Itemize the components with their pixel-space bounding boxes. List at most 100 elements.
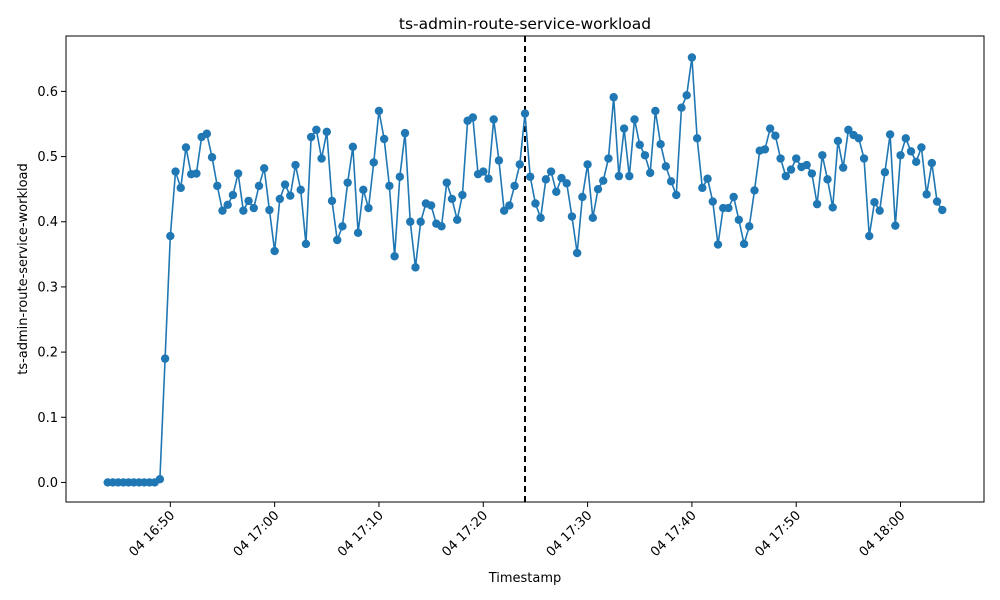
data-point: [713, 240, 723, 249]
data-point: [572, 248, 582, 258]
data-point: [885, 130, 895, 139]
data-point: [458, 190, 467, 200]
data-point: [687, 53, 697, 62]
data-point: [207, 153, 217, 162]
data-point: [385, 181, 394, 191]
y-axis-label: ts-admin-route-service-workload: [16, 163, 31, 375]
data-point: [239, 206, 248, 215]
data-point: [792, 154, 801, 163]
data-point: [745, 222, 754, 231]
data-point: [760, 145, 770, 154]
data-point: [265, 205, 274, 215]
data-point: [932, 197, 942, 206]
data-point: [202, 129, 212, 138]
data-point: [917, 143, 926, 152]
data-point: [583, 160, 592, 169]
data-point: [301, 239, 311, 249]
data-point: [249, 203, 258, 213]
data-point: [640, 151, 650, 160]
data-point: [708, 197, 717, 206]
data-point: [223, 200, 232, 209]
data-point: [270, 246, 279, 256]
data-point: [578, 192, 587, 202]
data-point: [859, 154, 869, 163]
data-point: [677, 103, 686, 112]
data-point: [181, 143, 191, 152]
data-point: [176, 183, 185, 193]
data-point: [875, 206, 884, 215]
data-point: [625, 171, 634, 181]
data-point: [896, 151, 905, 160]
data-point: [771, 131, 780, 140]
data-point: [828, 203, 837, 212]
data-point: [880, 168, 890, 177]
data-point: [854, 134, 864, 143]
data-point: [468, 113, 478, 122]
data-point: [698, 183, 707, 193]
data-point: [630, 115, 639, 124]
y-tick-label: 0.4: [37, 215, 58, 230]
data-point: [922, 190, 931, 199]
data-point: [520, 109, 530, 118]
data-point: [260, 164, 269, 173]
data-point: [531, 199, 540, 208]
data-point: [322, 127, 331, 137]
data-point: [447, 194, 457, 204]
data-point: [374, 106, 384, 116]
data-point: [546, 167, 556, 176]
data-point: [233, 169, 243, 178]
data-point: [776, 154, 785, 163]
data-point: [614, 171, 624, 181]
data-point: [781, 171, 790, 181]
data-point: [724, 203, 733, 213]
data-point: [166, 231, 175, 241]
data-point: [818, 151, 827, 160]
data-point: [567, 212, 577, 221]
data-point: [526, 172, 535, 181]
data-point: [750, 186, 759, 195]
data-point: [651, 106, 660, 116]
data-point: [729, 192, 738, 202]
data-point: [844, 125, 853, 135]
data-point: [494, 156, 504, 165]
data-point: [901, 134, 910, 143]
data-point: [609, 93, 618, 102]
data-point: [489, 115, 498, 124]
data-point: [244, 196, 253, 206]
data-point: [666, 177, 676, 186]
data-point: [452, 215, 462, 224]
data-point: [286, 191, 295, 200]
data-point: [426, 201, 436, 210]
data-point: [505, 201, 514, 210]
data-point: [479, 167, 488, 176]
data-point: [599, 176, 608, 185]
data-point: [802, 160, 811, 170]
data-point: [645, 168, 655, 178]
data-point: [171, 167, 180, 176]
data-point: [437, 222, 446, 231]
data-point: [593, 184, 603, 194]
data-point: [870, 198, 879, 207]
data-point: [635, 140, 644, 150]
data-point: [306, 132, 316, 142]
data-point: [703, 174, 712, 183]
data-point: [807, 169, 817, 178]
data-point: [291, 160, 300, 170]
data-point: [484, 174, 493, 183]
data-point: [510, 181, 519, 191]
data-point: [865, 231, 874, 241]
y-tick-label: 0.3: [37, 280, 58, 295]
data-point: [812, 199, 822, 209]
data-point: [333, 235, 342, 245]
data-point: [338, 222, 347, 231]
chart-title: ts-admin-route-service-workload: [399, 15, 651, 33]
y-tick-label: 0.2: [37, 346, 58, 361]
data-point: [833, 136, 843, 146]
data-point: [906, 147, 916, 156]
data-point: [672, 190, 681, 200]
data-point: [312, 125, 321, 135]
data-point: [254, 181, 264, 191]
data-point: [442, 178, 451, 187]
data-point: [823, 175, 832, 184]
data-point: [656, 139, 665, 149]
